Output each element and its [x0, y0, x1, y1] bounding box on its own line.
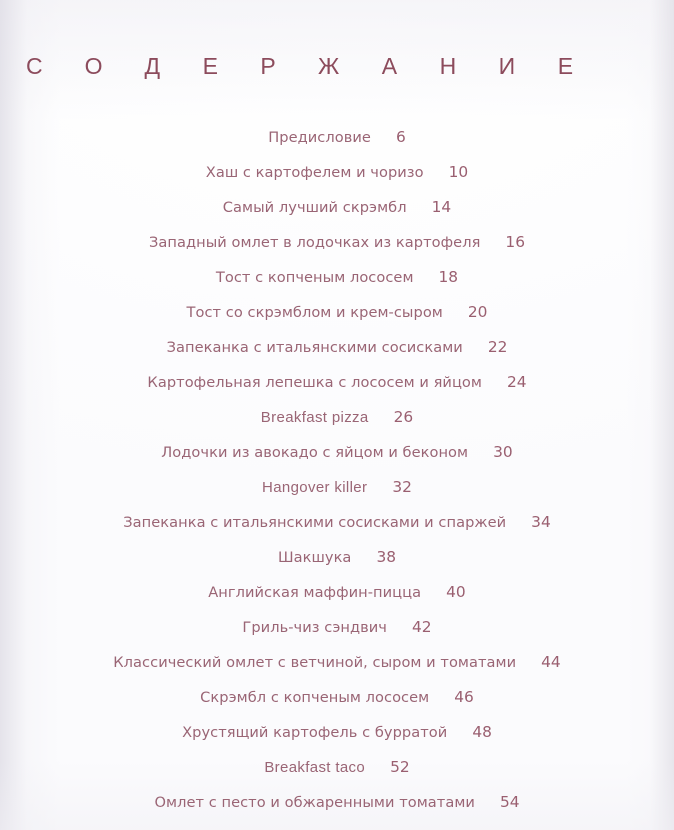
toc-entry[interactable]: Запеканка с итальянскими сосисками 22 — [0, 338, 674, 373]
toc-entry[interactable]: Западный омлет в лодочках из картофеля 16 — [0, 233, 674, 268]
toc-entry-list: Предисловие 6 Хаш с картофелем и чоризо 10 С… — [0, 128, 674, 828]
toc-entry[interactable]: Скрэмбл с копченым лососем 46 — [0, 688, 674, 723]
toc-entry-title: Breakfast taco — [264, 759, 366, 776]
toc-entry[interactable]: Картофельная лепешка с лососем и яйцом 24 — [0, 373, 674, 408]
toc-entry-page-number: 32 — [392, 478, 412, 496]
toc-entry-title: Запеканка с итальянскими сосисками — [166, 339, 463, 356]
toc-entry-title: Предисловие — [268, 129, 371, 146]
toc-entry[interactable]: Хаш с картофелем и чоризо 10 — [0, 163, 674, 198]
toc-entry-title: Тост со скрэмблом и крем-сыром — [186, 304, 443, 321]
toc-entry[interactable]: Гриль-чиз сэндвич 42 — [0, 618, 674, 653]
toc-entry-page-number: 24 — [506, 373, 527, 391]
toc-entry[interactable]: Английская маффин-пицца 40 — [0, 583, 674, 618]
toc-entry-page-number: 6 — [395, 128, 406, 146]
toc-entry[interactable]: Хрустящий картофель с бурратой 48 — [0, 723, 674, 758]
toc-entry[interactable]: Лодочки из авокадо с яйцом и беконом 30 — [0, 443, 674, 478]
toc-entry[interactable]: Самый лучший скрэмбл 14 — [0, 198, 674, 233]
toc-entry[interactable]: Запеканка с итальянскими сосисками и спа… — [0, 513, 674, 548]
toc-entry[interactable]: Предисловие 6 — [0, 128, 674, 163]
toc-entry-page-number: 16 — [505, 233, 525, 251]
toc-entry-title: Гриль-чиз сэндвич — [242, 619, 387, 636]
toc-entry-page-number: 52 — [390, 758, 410, 776]
toc-entry-title: Самый лучший скрэмбл — [222, 199, 407, 216]
toc-entry-title: Запеканка с итальянскими сосисками и спа… — [123, 514, 507, 531]
toc-entry-title: Омлет с песто и обжаренными томатами — [154, 794, 475, 811]
toc-entry-title: Шакшука — [277, 549, 352, 566]
toc-entry-page-number: 38 — [376, 548, 397, 566]
toc-entry[interactable]: Hangover killer 32 — [0, 478, 674, 513]
toc-entry-title: Хаш с картофелем и чоризо — [205, 164, 424, 181]
toc-entry-page-number: 46 — [454, 688, 474, 706]
toc-entry-page-number: 42 — [411, 618, 432, 636]
toc-entry-page-number: 26 — [393, 408, 414, 426]
toc-entry-title: Breakfast pizza — [260, 409, 369, 426]
toc-entry-title: Скрэмбл с копченым лососем — [200, 689, 430, 706]
toc-entry[interactable]: Классический омлет с ветчиной, сыром и т… — [0, 653, 674, 688]
page-title: СОДЕРЖАНИЕ — [26, 53, 616, 79]
toc-entry[interactable]: Тост с копченым лососем 18 — [0, 268, 674, 303]
toc-entry-page-number: 54 — [499, 793, 520, 811]
toc-entry[interactable]: Breakfast pizza 26 — [0, 408, 674, 443]
toc-entry-title: Hangover killer — [262, 479, 368, 496]
toc-entry-page-number: 22 — [487, 338, 508, 356]
toc-entry-page-number: 48 — [472, 723, 492, 741]
toc-entry-page-number: 18 — [438, 268, 459, 286]
toc-entry-page-number: 30 — [493, 443, 513, 461]
toc-entry[interactable]: Breakfast taco 52 — [0, 758, 674, 793]
toc-entry-title: Хрустящий картофель с бурратой — [182, 724, 448, 741]
toc-entry[interactable]: Омлет с песто и обжаренными томатами 54 — [0, 793, 674, 828]
toc-entry-title: Английская маффин-пицца — [208, 584, 422, 601]
toc-entry-title: Классический омлет с ветчиной, сыром и т… — [113, 654, 517, 671]
toc-entry-page-number: 10 — [448, 163, 469, 181]
toc-entry-page-number: 44 — [541, 653, 561, 671]
toc-entry-page-number: 34 — [531, 513, 551, 531]
toc-entry-title: Картофельная лепешка с лососем и яйцом — [147, 374, 482, 391]
toc-entry-page-number: 20 — [467, 303, 488, 321]
toc-entry-page-number: 14 — [431, 198, 452, 216]
toc-entry[interactable]: Тост со скрэмблом и крем-сыром 20 — [0, 303, 674, 338]
toc-entry-title: Западный омлет в лодочках из картофеля — [148, 234, 481, 251]
toc-entry-page-number: 40 — [446, 583, 466, 601]
toc-entry-title: Лодочки из авокадо с яйцом и беконом — [161, 444, 469, 461]
toc-entry[interactable]: Шакшука 38 — [0, 548, 674, 583]
toc-entry-title: Тост с копченым лососем — [215, 269, 414, 286]
